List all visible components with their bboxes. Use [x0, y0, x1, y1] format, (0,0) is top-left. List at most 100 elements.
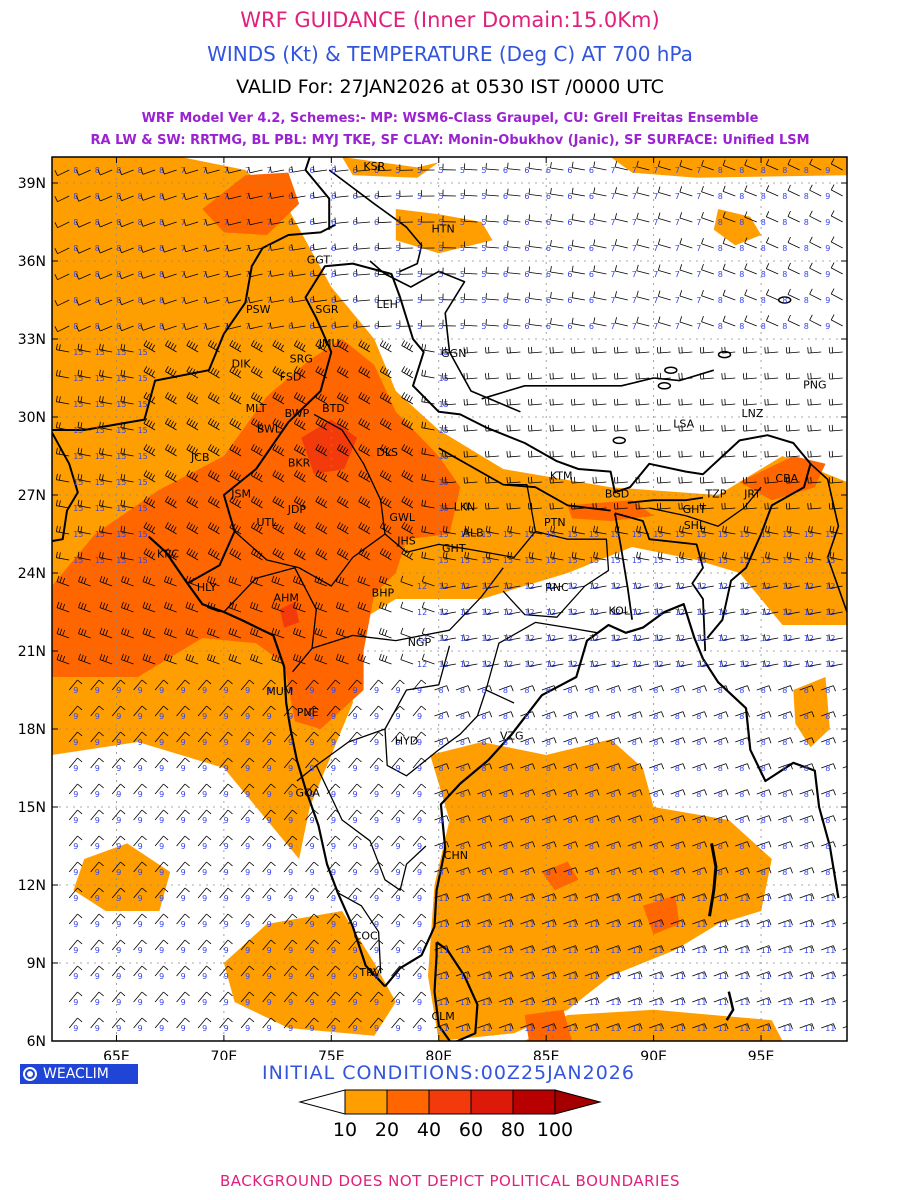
wind-speed-label: 8	[610, 764, 615, 773]
wind-barb-flag	[123, 474, 126, 481]
wind-barb-shaft	[121, 325, 134, 332]
wind-barb-flag	[336, 470, 341, 476]
wind-speed-label: 12	[546, 608, 556, 617]
wind-speed-label: 7	[267, 296, 272, 305]
wind-speed-label: 9	[331, 1024, 336, 1033]
wind-speed-label: 15	[138, 478, 148, 487]
wind-speed-label: 6	[589, 166, 594, 175]
band-40-60-core	[301, 419, 358, 475]
wind-speed-label: 11	[567, 946, 577, 955]
wind-barb-shaft	[485, 377, 499, 380]
wind-barb-shaft	[829, 481, 843, 484]
wind-barb-shaft	[572, 245, 585, 249]
wind-speed-label: 8	[632, 842, 637, 851]
wind-barb-flag	[356, 861, 362, 867]
wind-barb-flag	[213, 343, 217, 349]
tibet-plateau-line	[328, 169, 423, 273]
station-label-hly: HLY	[197, 581, 217, 594]
wind-barb-flag	[119, 194, 122, 201]
wind-barb-flag	[531, 398, 533, 405]
wind-speed-label: 12	[825, 634, 835, 643]
wind-speed-label: 9	[267, 790, 272, 799]
wind-barb-flag	[165, 392, 169, 398]
wind-speed-label: 12	[675, 660, 685, 669]
wind-barb-shaft	[550, 507, 564, 510]
wind-speed-label: 11	[439, 920, 449, 929]
legend-label-80: 80	[501, 1119, 525, 1141]
wind-speed-label: 8	[675, 790, 680, 799]
wind-barb-flag	[146, 367, 150, 374]
wind-barb-flag	[210, 367, 215, 374]
wind-barb-flag	[442, 425, 444, 432]
wind-barb-flag	[552, 346, 554, 353]
wind-barb-shaft	[507, 351, 521, 354]
wind-speed-label: 15	[138, 374, 148, 383]
wind-barb-shaft	[765, 351, 779, 354]
wind-barb-flag	[234, 343, 239, 349]
wind-barb-flag	[162, 194, 165, 201]
wind-barb-shaft	[272, 423, 285, 431]
wind-barb-shaft	[485, 272, 499, 275]
wind-barb-flag	[146, 341, 150, 348]
wind-speed-label: 8	[739, 270, 744, 279]
wind-speed-label: 11	[481, 894, 491, 903]
station-label-ngp: NGP	[408, 636, 432, 649]
wind-speed-label: 8	[589, 686, 594, 695]
wind-speed-label: 11	[567, 998, 577, 1007]
wind-speed-label: 9	[267, 816, 272, 825]
wind-speed-label: 9	[288, 998, 293, 1007]
wind-barb-flag	[186, 418, 191, 424]
wind-barb-shaft	[120, 505, 134, 509]
wind-barb-flag	[421, 835, 427, 841]
wind-speed-label: 11	[610, 946, 620, 955]
wind-barb-flag	[552, 450, 554, 457]
state-gujarat-mp	[223, 567, 317, 673]
wind-barb-flag	[356, 191, 358, 198]
wind-speed-label: 8	[567, 712, 572, 721]
wind-barb-flag	[183, 271, 187, 278]
wind-speed-label: 11	[653, 894, 663, 903]
wind-barb-flag	[99, 421, 101, 428]
wind-speed-label: 9	[73, 790, 78, 799]
wind-barb-flag	[293, 340, 298, 346]
wind-barb-shaft	[485, 324, 499, 327]
wind-speed-label: 9	[331, 868, 336, 877]
wind-barb-flag	[186, 340, 191, 346]
wind-barb-shaft	[528, 351, 542, 354]
wind-barb-flag	[213, 499, 217, 505]
wind-speed-label: 8	[718, 270, 723, 279]
wind-speed-label: 7	[653, 218, 658, 227]
wind-barb-flag	[249, 1017, 255, 1023]
wind-barb-shaft	[292, 195, 306, 199]
wind-speed-label: 11	[804, 1024, 814, 1033]
wind-speed-label: 8	[696, 790, 701, 799]
state-karnataka	[315, 765, 427, 891]
wind-barb-flag	[787, 184, 791, 191]
station-label-shl: SHL	[684, 519, 706, 532]
wind-barb-shaft	[614, 351, 628, 354]
wind-barb-flag	[162, 168, 165, 175]
wind-speed-label: 15	[138, 400, 148, 409]
wind-barb-flag	[809, 314, 813, 321]
weather-map: 8 8 8 8 8 7 7 7 7 7 6 6 6 6 6 5 5 5 5 5 6 6 6 6 6 7 7 7 7 7 8 8 8 8 8 9 98 8 8…	[18, 156, 848, 1060]
wind-speed-label: 8	[73, 244, 78, 253]
wind-barb-flag	[77, 447, 80, 454]
wind-barb-flag	[635, 347, 637, 354]
wind-barb-flag	[120, 757, 126, 763]
wind-speed-label: 9	[95, 946, 100, 955]
wind-barb-flag	[445, 450, 447, 457]
wind-barb-shaft	[271, 221, 285, 225]
wind-speed-label: 15	[116, 348, 126, 357]
wind-barb-flag	[293, 444, 298, 450]
wind-speed-label: 15	[439, 504, 449, 513]
wind-speed-label: 6	[374, 166, 379, 175]
wind-speed-label: 9	[245, 738, 250, 747]
wind-speed-label: 7	[181, 244, 186, 253]
wind-barb-shaft	[636, 322, 650, 327]
wind-barb-flag	[206, 991, 212, 997]
wind-barb-flag	[356, 295, 358, 302]
wind-barb-flag	[485, 373, 487, 380]
wind-speed-label: 9	[202, 816, 207, 825]
wind-speed-label: 12	[761, 634, 771, 643]
wind-speed-label: 11	[696, 998, 706, 1007]
